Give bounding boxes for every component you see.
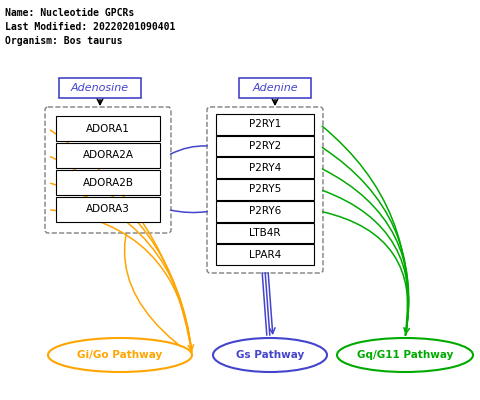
Bar	[56, 143, 160, 168]
Text: Name: Nucleotide GPCRs: Name: Nucleotide GPCRs	[5, 8, 134, 18]
Ellipse shape	[337, 338, 473, 372]
Bar	[216, 114, 314, 135]
Bar	[216, 244, 314, 265]
FancyBboxPatch shape	[59, 78, 141, 98]
Bar	[216, 201, 314, 222]
Text: LPAR4: LPAR4	[249, 250, 281, 260]
Bar	[216, 222, 314, 243]
Text: Gs Pathway: Gs Pathway	[236, 350, 304, 360]
Text: P2RY1: P2RY1	[249, 119, 281, 129]
Bar	[56, 170, 160, 195]
Text: Adenosine: Adenosine	[71, 83, 129, 93]
Text: LTB4R: LTB4R	[249, 228, 281, 238]
Text: P2RY4: P2RY4	[249, 163, 281, 173]
Text: ADORA3: ADORA3	[86, 204, 130, 214]
Bar	[216, 179, 314, 200]
FancyBboxPatch shape	[239, 78, 311, 98]
Bar	[216, 158, 314, 178]
Text: P2RY2: P2RY2	[249, 141, 281, 151]
Bar	[216, 136, 314, 156]
Bar	[56, 116, 160, 141]
Bar	[56, 197, 160, 222]
Text: Last Modified: 20220201090401: Last Modified: 20220201090401	[5, 22, 175, 32]
Ellipse shape	[48, 338, 192, 372]
Text: ADORA2B: ADORA2B	[83, 178, 133, 188]
Text: Adenine: Adenine	[252, 83, 298, 93]
Text: Gq/G11 Pathway: Gq/G11 Pathway	[357, 350, 453, 360]
Text: ADORA2A: ADORA2A	[83, 150, 133, 160]
Text: P2RY5: P2RY5	[249, 184, 281, 194]
FancyBboxPatch shape	[45, 107, 171, 233]
Ellipse shape	[213, 338, 327, 372]
FancyBboxPatch shape	[207, 107, 323, 273]
Text: Gi/Go Pathway: Gi/Go Pathway	[77, 350, 163, 360]
Text: P2RY6: P2RY6	[249, 206, 281, 216]
Text: ADORA1: ADORA1	[86, 124, 130, 134]
Text: Organism: Bos taurus: Organism: Bos taurus	[5, 36, 122, 46]
